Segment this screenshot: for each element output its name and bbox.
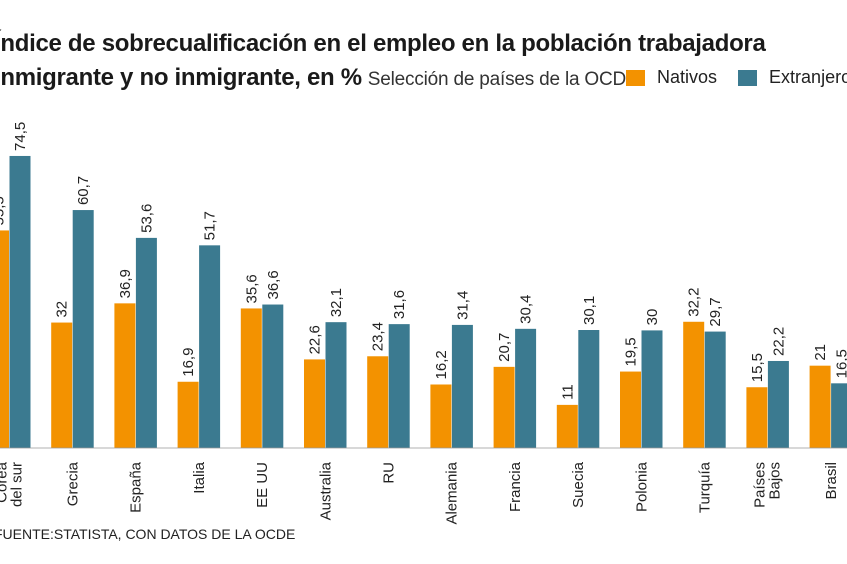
category-label: Francia	[507, 461, 524, 512]
data-label-nativos: 20,7	[496, 333, 513, 362]
chart-title-line1: Índice de sobrecualificación en el emple…	[0, 30, 766, 57]
bar-nativos	[114, 303, 136, 448]
bar-nativos	[240, 308, 262, 448]
bar-nativos	[177, 381, 199, 448]
data-label-extranjeros: 31,6	[391, 290, 408, 319]
data-label-extranjeros: 53,6	[138, 204, 155, 233]
data-label-extranjeros: 22,2	[770, 327, 787, 356]
data-label-extranjeros: 51,7	[202, 211, 219, 240]
bar-extranjeros	[199, 245, 221, 448]
bar-extranjeros	[135, 237, 157, 448]
data-label-extranjeros: 36,6	[265, 270, 282, 299]
bar-extranjeros	[388, 324, 410, 448]
bar-extranjeros	[325, 322, 347, 448]
bar-extranjeros	[72, 210, 94, 448]
data-label-extranjeros: 16,5	[834, 349, 847, 378]
category-label-line: Bajos	[767, 462, 784, 500]
bar-extranjeros	[831, 383, 847, 448]
data-label-extranjeros: 31,4	[454, 291, 471, 320]
data-label-extranjeros: 60,7	[75, 176, 92, 205]
bar-extranjeros	[767, 360, 789, 448]
category-label: EE UU	[254, 462, 271, 508]
data-label-nativos: 19,5	[623, 337, 640, 366]
chart-title-line2-text: inmigrante y no inmigrante, en %	[0, 64, 362, 91]
category-label-line: del sur	[8, 462, 25, 507]
bar-nativos	[620, 371, 641, 448]
data-label-extranjeros: 30,1	[581, 296, 598, 325]
legend: Nativos Extranjeros	[626, 67, 847, 91]
category-label: Polonia	[633, 461, 650, 512]
bar-nativos	[367, 356, 389, 448]
legend-label-nativos: Nativos	[657, 67, 718, 87]
data-label-nativos: 16,9	[180, 348, 197, 377]
data-label-extranjeros: 29,7	[707, 297, 724, 326]
legend-swatch-extranjeros	[738, 69, 758, 86]
bar-nativos	[304, 359, 325, 448]
bar-nativos	[0, 230, 9, 448]
category-label-line: Corea	[0, 461, 10, 503]
category-label: Australia	[317, 461, 334, 520]
category-label: Coreadel sur	[0, 461, 25, 507]
category-label: Brasil	[823, 462, 840, 500]
data-label-nativos: 21	[812, 344, 829, 361]
bar-extranjeros	[704, 331, 726, 448]
chart-title-line2: inmigrante y no inmigrante, en % Selecció…	[0, 64, 639, 92]
legend-label-extranjeros: Extranjeros	[769, 67, 847, 87]
data-label-nativos: 23,4	[370, 322, 387, 351]
bar-nativos	[746, 387, 768, 448]
bar-extranjeros	[578, 330, 600, 448]
category-label: Grecia	[64, 461, 81, 506]
data-label-nativos: 15,5	[749, 353, 766, 382]
bar-extranjeros	[451, 324, 473, 448]
data-label-nativos: 32	[54, 301, 71, 318]
data-label-nativos: 32,2	[686, 288, 703, 317]
category-label: España	[128, 461, 145, 513]
legend-swatch-nativos	[626, 69, 645, 86]
bar-nativos	[51, 322, 73, 448]
bar-nativos	[556, 404, 578, 448]
bar-nativos	[430, 384, 452, 448]
data-label-nativos: 35,6	[243, 274, 260, 303]
category-label: Turquía	[696, 461, 713, 513]
bar-nativos	[493, 366, 515, 448]
data-label-nativos: 36,9	[117, 269, 134, 298]
data-label-nativos: 16,2	[433, 350, 450, 379]
data-label-extranjeros: 74,5	[12, 122, 29, 151]
legend-item-nativos: Nativos	[626, 67, 717, 88]
data-label-nativos: 22,6	[307, 325, 324, 354]
bar-extranjeros	[9, 155, 31, 448]
data-label-nativos: 11	[559, 384, 576, 400]
category-label: Suecia	[570, 461, 587, 508]
bar-extranjeros	[641, 330, 663, 448]
chart-subtitle: Selección de países de la OCDE	[367, 69, 639, 90]
bar-nativos	[809, 365, 831, 448]
category-label: RU	[380, 462, 397, 484]
category-label: Alemania	[444, 461, 461, 524]
category-label: PaísesBajos	[752, 462, 784, 508]
category-label-line: Países	[752, 462, 769, 508]
bar-nativos	[683, 321, 705, 448]
data-label-extranjeros: 32,1	[328, 288, 345, 317]
data-label-nativos: 55,5	[0, 196, 8, 225]
data-label-extranjeros: 30,4	[518, 295, 535, 324]
bar-extranjeros	[262, 304, 284, 448]
bar-extranjeros	[515, 328, 537, 448]
source-note: FUENTE:STATISTA, CON DATOS DE LA OCDE	[0, 526, 296, 542]
legend-item-extranjeros: Extranjeros	[738, 67, 847, 88]
category-label: Italia	[191, 461, 208, 493]
data-label-extranjeros: 30	[644, 309, 661, 326]
